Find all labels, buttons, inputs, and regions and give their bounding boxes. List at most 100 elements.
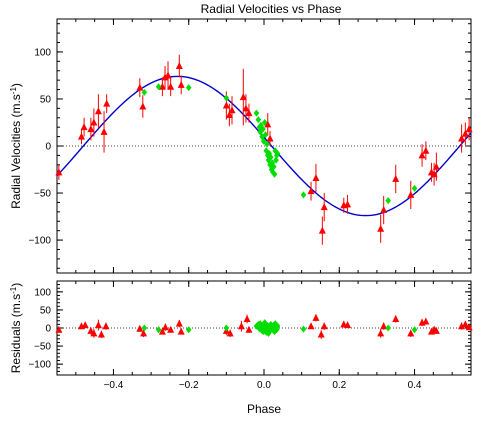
data-point-triangle [243, 314, 251, 322]
data-point-diamond [267, 153, 274, 161]
data-point-diamond [300, 191, 307, 199]
data-point-triangle [175, 62, 183, 70]
data-point-triangle [239, 93, 247, 101]
data-point-diamond [155, 83, 162, 91]
data-point-triangle [177, 80, 185, 88]
data-point-triangle [245, 325, 253, 333]
data-point-triangle [312, 313, 320, 321]
x-tick-label: −0.4 [104, 380, 124, 391]
data-point-triangle [77, 132, 85, 140]
y-tick-label: −100 [28, 236, 51, 247]
data-point-triangle [320, 322, 328, 330]
data-point-diamond [411, 184, 418, 192]
data-point-triangle [377, 224, 385, 232]
chart-title: Radial Velocities vs Phase [201, 2, 342, 16]
data-point-triangle [167, 325, 175, 333]
data-point-diamond [411, 326, 418, 334]
data-point-triangle [465, 323, 473, 331]
data-point-diamond [263, 328, 270, 336]
data-point-triangle [422, 317, 430, 325]
data-point-triangle [81, 321, 89, 329]
data-point-triangle [80, 123, 88, 131]
bottom-panel: −0.4 −0.2 0.0 0.2 0.4 −100 −50 0 50 100 Residuals… [9, 280, 473, 416]
data-point-diamond [260, 328, 267, 336]
data-point-triangle [380, 205, 388, 213]
data-point-diamond [255, 116, 262, 124]
data-point-diamond [270, 168, 276, 176]
data-point-diamond [257, 128, 264, 136]
data-point-triangle [87, 125, 95, 133]
data-point-triangle [228, 106, 236, 114]
data-point-triangle [422, 146, 430, 154]
data-point-diamond [257, 320, 264, 328]
data-point-triangle [430, 170, 438, 178]
data-point-triangle [140, 329, 148, 337]
x-tick-label: 0.0 [257, 380, 271, 391]
data-point-diamond [385, 324, 391, 332]
data-point-diamond [270, 163, 277, 171]
data-point-triangle [344, 321, 352, 329]
data-point-triangle [461, 320, 469, 328]
data-point-diamond [261, 118, 268, 126]
data-point-diamond [385, 197, 391, 205]
y-tick-label: −100 [28, 360, 51, 371]
data-point-triangle [136, 324, 144, 332]
data-point-triangle [307, 322, 315, 330]
y-tick-label: 0 [45, 142, 51, 153]
data-point-diamond [262, 131, 269, 139]
data-point-diamond [260, 125, 266, 133]
data-point-triangle [90, 118, 98, 126]
data-point-triangle [97, 330, 105, 338]
data-point-diamond [300, 325, 307, 333]
y-tick-label: 100 [34, 47, 51, 58]
data-point-triangle [312, 173, 320, 181]
data-point-diamond [141, 324, 148, 332]
data-point-diamond [264, 140, 270, 148]
data-point-triangle [344, 200, 352, 208]
data-point-diamond [274, 322, 281, 330]
data-point-diamond [271, 328, 278, 336]
data-point-triangle [177, 327, 185, 335]
data-point-triangle [226, 329, 234, 337]
data-point-triangle [458, 134, 466, 142]
data-point-triangle [55, 325, 63, 333]
data-point-triangle [245, 109, 253, 117]
data-point-diamond [265, 156, 272, 164]
data-point-triangle [237, 322, 245, 330]
data-point-triangle [317, 330, 325, 338]
data-point-triangle [392, 174, 400, 182]
data-point-diamond [185, 326, 192, 334]
data-point-diamond [223, 324, 230, 332]
y-tick-label: 50 [40, 305, 52, 316]
data-point-diamond [185, 84, 192, 92]
data-point-triangle [380, 322, 388, 330]
data-point-triangle [100, 127, 108, 135]
data-point-diamond [264, 321, 270, 329]
data-point-triangle [318, 226, 326, 234]
data-point-diamond [265, 329, 272, 337]
data-point-triangle [222, 101, 230, 109]
y-tick-label: −50 [34, 342, 51, 353]
data-point-triangle [103, 99, 111, 107]
data-point-triangle [266, 134, 274, 142]
data-point-diamond [271, 170, 278, 178]
data-point-diamond [253, 322, 260, 330]
data-point-triangle [264, 120, 272, 128]
data-point-triangle [461, 129, 469, 137]
data-point-diamond [261, 319, 268, 327]
x-axis-label: Phase [247, 402, 281, 416]
data-point-diamond [273, 325, 280, 333]
y-tick-label: 100 [34, 287, 51, 298]
data-point-diamond [223, 94, 230, 102]
data-point-diamond [253, 109, 260, 117]
data-point-diamond [141, 88, 148, 96]
data-point-diamond [155, 326, 162, 334]
x-tick-label: −0.2 [179, 380, 199, 391]
data-point-triangle [139, 102, 147, 110]
x-tick-label: 0.2 [332, 380, 346, 391]
data-point-diamond [267, 320, 274, 328]
data-point-triangle [320, 203, 328, 211]
data-point-diamond [263, 147, 270, 155]
data-point-triangle [458, 322, 466, 330]
